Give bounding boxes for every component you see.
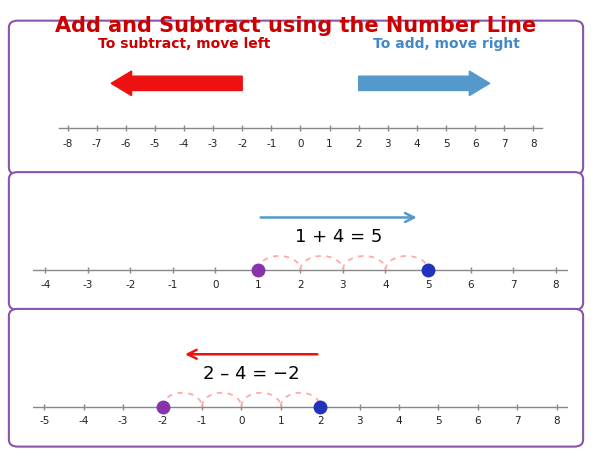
Text: 2 – 4 = −2: 2 – 4 = −2 <box>203 365 300 383</box>
Text: -4: -4 <box>179 139 189 149</box>
Text: To add, move right: To add, move right <box>372 37 519 51</box>
Text: 4: 4 <box>414 139 420 149</box>
Text: 3: 3 <box>384 139 391 149</box>
Text: 3: 3 <box>356 416 363 426</box>
Text: 0: 0 <box>297 139 304 149</box>
Text: 1: 1 <box>326 139 333 149</box>
Text: -5: -5 <box>150 139 160 149</box>
Text: -2: -2 <box>237 139 247 149</box>
FancyArrow shape <box>359 71 490 95</box>
Text: 0: 0 <box>212 280 218 290</box>
Text: -1: -1 <box>168 280 178 290</box>
Text: -1: -1 <box>197 416 207 426</box>
Text: 6: 6 <box>474 416 481 426</box>
Text: -3: -3 <box>83 280 93 290</box>
Text: 6: 6 <box>467 280 474 290</box>
Text: 5: 5 <box>435 416 442 426</box>
Text: -2: -2 <box>125 280 136 290</box>
Text: -3: -3 <box>208 139 218 149</box>
Text: 7: 7 <box>501 139 507 149</box>
Text: -7: -7 <box>91 139 102 149</box>
Text: 0: 0 <box>238 416 244 426</box>
Text: 7: 7 <box>514 416 520 426</box>
Text: -6: -6 <box>121 139 131 149</box>
Text: 2: 2 <box>297 280 304 290</box>
Text: 6: 6 <box>472 139 478 149</box>
Text: -8: -8 <box>62 139 73 149</box>
Text: 2: 2 <box>317 416 323 426</box>
FancyArrow shape <box>111 71 242 95</box>
Text: 8: 8 <box>530 139 537 149</box>
Text: To subtract, move left: To subtract, move left <box>98 37 270 51</box>
Text: 5: 5 <box>424 280 432 290</box>
Text: 1 + 4 = 5: 1 + 4 = 5 <box>295 228 382 246</box>
Text: 7: 7 <box>510 280 516 290</box>
Text: 1: 1 <box>278 416 284 426</box>
Text: 4: 4 <box>395 416 402 426</box>
Text: -4: -4 <box>40 280 50 290</box>
Text: -1: -1 <box>266 139 276 149</box>
Text: 8: 8 <box>553 416 560 426</box>
Text: 2: 2 <box>355 139 362 149</box>
Text: -2: -2 <box>157 416 168 426</box>
Text: -4: -4 <box>79 416 89 426</box>
Text: -5: -5 <box>39 416 50 426</box>
Text: -3: -3 <box>118 416 128 426</box>
Text: Add and Subtract using the Number Line: Add and Subtract using the Number Line <box>56 16 536 36</box>
Text: 3: 3 <box>340 280 346 290</box>
Text: 8: 8 <box>552 280 559 290</box>
Text: 1: 1 <box>255 280 261 290</box>
Text: 4: 4 <box>382 280 389 290</box>
Text: 5: 5 <box>443 139 449 149</box>
